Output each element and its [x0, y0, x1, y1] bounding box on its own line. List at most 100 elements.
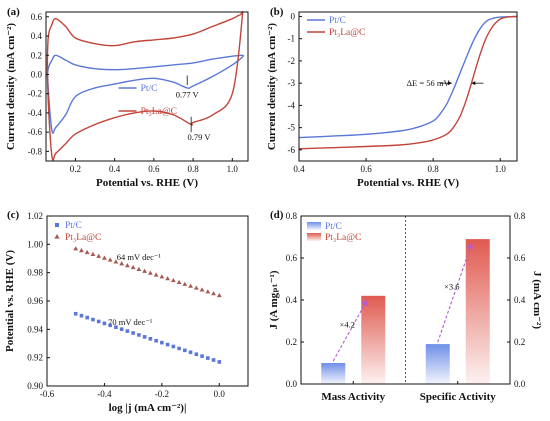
x-tick-label: -0.4: [97, 389, 112, 399]
tafel-point-pt3la-c: [96, 253, 102, 258]
tafel-point-pt3la-c: [165, 276, 170, 281]
tafel-point-pt3la-c: [73, 246, 79, 251]
y-tick-label: -0.2: [28, 89, 42, 99]
bar-pt-c: [425, 344, 450, 384]
tafel-point-pt3la-c: [102, 255, 107, 260]
tafel-point-pt-c: [73, 311, 78, 316]
x-tick-label: -0.2: [155, 389, 169, 399]
y-tick-label: 1.02: [27, 211, 43, 221]
tafel-point-pt3la-c: [182, 281, 188, 286]
tafel-point-pt-c: [142, 335, 147, 339]
y-tick-label: -0.8: [28, 146, 43, 156]
y-tick-label: 0.92: [27, 353, 43, 363]
tafel-point-pt3la-c: [79, 248, 84, 253]
legend-swatch-pt-c: [307, 222, 321, 230]
tafel-point-pt3la-c: [90, 251, 96, 256]
y-axis-title: Potential vs. RHE (V): [4, 250, 16, 352]
y-tick-label: 0.8: [514, 211, 526, 221]
tafel-point-pt3la-c: [159, 274, 165, 279]
y-tick-label: 0.2: [286, 337, 297, 347]
tafel-point-pt3la-c: [147, 270, 153, 275]
x-tick-label: 1.0: [227, 164, 239, 174]
cv-curve-pt-c: [46, 54, 245, 134]
lsv-curve-pt-c: [298, 15, 518, 139]
y-tick-label: 0.0: [514, 379, 526, 389]
tafel-point-pt-c: [85, 315, 89, 320]
legend-marker-pt-c: [55, 223, 59, 227]
tafel-point-pt3la-c: [119, 261, 125, 266]
legend-label: Pt/C: [325, 222, 342, 232]
y-tick-label: -2: [288, 56, 296, 66]
tafel-point-pt-c: [206, 356, 210, 360]
plot-frame-a: [45, 11, 249, 162]
x-axis-title: log |j (mA cm⁻²)|: [109, 402, 187, 414]
y-tick-label: 0.4: [514, 295, 526, 305]
x-tick-label: 0.6: [148, 164, 160, 174]
tafel-point-pt3la-c: [142, 268, 148, 273]
x-tick-label: 0.4: [109, 164, 121, 174]
plot-layer: (a) 0.2 0.4 0.6 0.8 1.0 -0.8 -0.6 -0.4 -0.2 0.0 0.2…: [4, 6, 543, 414]
plot-frame-b: [298, 11, 518, 162]
tafel-slope-pt3la-c: 64 mV dec⁻¹: [117, 252, 162, 262]
tafel-point-pt3la-c: [211, 291, 216, 296]
ratio-arrow: [437, 242, 473, 343]
y-tick-label: 0.96: [27, 296, 43, 306]
legend-marker-pt3la-c: [54, 234, 60, 239]
y-tick-label: -6: [288, 145, 296, 155]
y-tick-label: 0.4: [286, 295, 298, 305]
tafel-point-pt-c: [96, 319, 101, 324]
tafel-point-pt-c: [131, 331, 135, 335]
panel-letter-c: (c): [7, 209, 20, 221]
y-tick-label: 0.98: [27, 268, 43, 278]
y-tick-label: 0: [291, 11, 296, 21]
y-tick-label: 0.94: [27, 324, 43, 334]
tafel-point-pt3la-c: [176, 279, 182, 285]
tafel-point-pt3la-c: [113, 259, 119, 264]
y-tick-label: 0.2: [514, 337, 525, 347]
y-tick-label: -0.4: [28, 108, 43, 118]
x-axis-title: Potential vs. RHE (V): [357, 177, 459, 189]
y-tick-label: 0.8: [286, 211, 298, 221]
y-tick-label: 0.90: [27, 381, 43, 391]
tafel-point-pt3la-c: [199, 287, 205, 292]
category-label: Mass Activity: [321, 391, 385, 403]
x-tick-label: 0.2: [70, 164, 81, 174]
annotation-0-79v: 0.79 V: [187, 132, 211, 142]
tafel-point-pt-c: [108, 323, 112, 328]
tafel-slope-pt-c: 70 mV dec⁻¹: [108, 317, 153, 327]
legend-label: Pt₃La@C: [141, 107, 177, 117]
legend-label: Pt/C: [141, 84, 158, 94]
y-axis-title-right: J (mA cm⁻²): [531, 271, 543, 329]
panel-letter-b: (b): [270, 6, 284, 18]
tafel-point-pt-c: [102, 321, 107, 326]
legend-swatch-pt3la-c: [307, 233, 321, 241]
y-tick-label: 0.4: [31, 31, 43, 41]
y-tick-label: -3: [288, 78, 296, 88]
bar-pt3la-c: [361, 295, 386, 384]
y-tick-label: 0.2: [31, 50, 42, 60]
tafel-point-pt3la-c: [188, 283, 193, 288]
y-tick-label: 0.6: [31, 12, 43, 22]
x-tick-label: 1.0: [495, 164, 507, 174]
y-tick-label: -4: [288, 100, 296, 110]
tafel-point-pt3la-c: [136, 266, 142, 271]
tafel-point-pt3la-c: [205, 289, 211, 294]
x-tick-label: 0.0: [214, 389, 226, 399]
tafel-point-pt-c: [160, 340, 164, 345]
tafel-point-pt-c: [125, 329, 130, 333]
y-axis-title: J (A mgₚₜ⁻¹): [268, 270, 280, 329]
ratio-arrow: [332, 299, 368, 362]
legend-label: Pt₃La@C: [329, 28, 365, 38]
x-tick-label: 0.6: [360, 164, 372, 174]
x-axis-title: Potential vs. RHE (V): [96, 177, 198, 189]
y-tick-label: 0.6: [514, 253, 526, 263]
tafel-point-pt-c: [200, 354, 204, 358]
tafel-point-pt-c: [183, 348, 187, 353]
bar-pt-c: [321, 363, 346, 384]
ratio-label: ×4.2: [340, 319, 355, 329]
tafel-point-pt3la-c: [170, 277, 176, 283]
tafel-point-pt-c: [177, 346, 181, 351]
cv-curve-pt3la-c: [46, 11, 244, 161]
legend-label: Pt₃La@C: [65, 233, 101, 243]
